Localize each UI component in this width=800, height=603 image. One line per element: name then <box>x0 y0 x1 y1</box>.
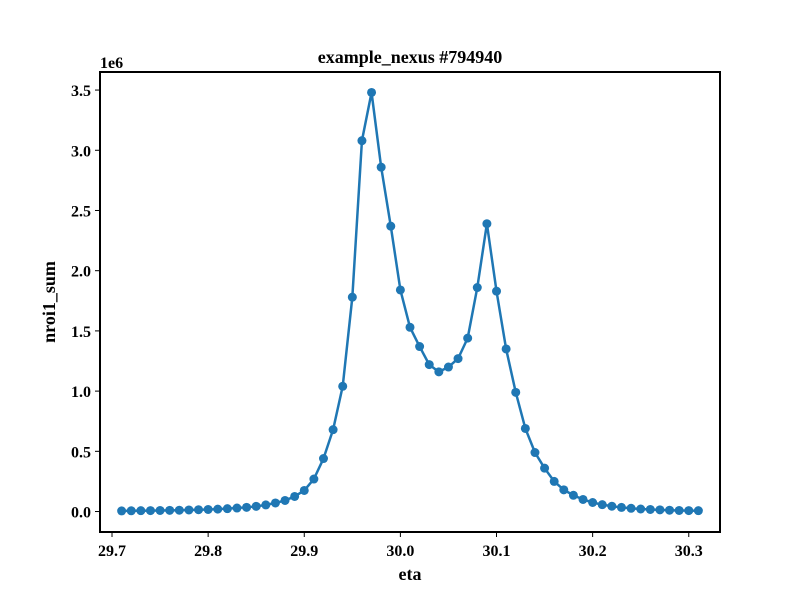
series-line <box>121 91 699 513</box>
data-point <box>482 219 492 229</box>
data-point <box>463 333 473 343</box>
data-point <box>155 505 165 515</box>
data-point <box>136 506 146 516</box>
x-tick-label: 30.2 <box>579 543 607 560</box>
data-point <box>415 342 425 352</box>
data-point <box>540 463 550 473</box>
x-tick-label: 30.0 <box>386 543 414 560</box>
data-point <box>338 381 348 391</box>
data-point <box>530 448 540 458</box>
data-point <box>232 503 242 513</box>
data-point <box>126 506 136 516</box>
data-point <box>280 495 290 505</box>
x-tick-label: 30.1 <box>483 543 511 560</box>
data-point <box>655 505 665 515</box>
data-point <box>597 500 607 510</box>
x-tick-label: 29.9 <box>290 543 318 560</box>
data-point <box>261 500 271 510</box>
data-point <box>318 454 328 464</box>
data-point <box>520 423 530 433</box>
data-point <box>636 504 646 514</box>
data-point <box>165 505 175 515</box>
data-point <box>626 503 636 513</box>
y-tick-label: 3.5 <box>71 83 91 100</box>
y-tick-label: 1.5 <box>71 324 91 341</box>
chart-title: example_nexus #794940 <box>318 47 503 67</box>
data-point <box>674 505 684 515</box>
data-point <box>588 497 598 507</box>
data-point <box>472 283 482 293</box>
data-point <box>443 362 453 372</box>
data-point <box>693 506 703 516</box>
y-tick-label: 2.5 <box>71 203 91 220</box>
data-point <box>367 87 377 97</box>
data-point <box>145 506 155 516</box>
data-point <box>492 286 502 296</box>
data-point <box>242 502 252 512</box>
y-tick-label: 0.0 <box>71 505 91 522</box>
x-tick-label: 29.7 <box>98 543 126 560</box>
x-tick-label: 30.3 <box>675 543 703 560</box>
data-point <box>270 498 280 508</box>
data-point <box>376 162 386 172</box>
series-layer <box>117 87 703 516</box>
y-tick-label: 1.0 <box>71 384 91 401</box>
data-point <box>616 502 626 512</box>
y-axis-offset-text: 1e6 <box>100 55 123 72</box>
data-point <box>213 504 223 514</box>
data-point <box>357 136 367 146</box>
data-point <box>251 501 261 511</box>
data-point <box>328 425 338 435</box>
data-point <box>222 504 232 514</box>
data-point <box>684 506 694 516</box>
data-point <box>405 322 415 332</box>
data-point <box>607 501 617 511</box>
ticks-layer: 29.7 29.8 29.9 30.0 30.1 30.2 30.3 0.0 0.5 1.0 1.5… <box>71 83 703 560</box>
data-point <box>117 506 127 516</box>
x-tick-label: 29.8 <box>194 543 222 560</box>
data-point <box>434 367 444 377</box>
y-axis-label: nroi1_sum <box>39 261 59 343</box>
data-point <box>174 505 184 515</box>
data-point <box>645 504 655 514</box>
data-point <box>290 491 300 501</box>
y-tick-label: 3.0 <box>71 143 91 160</box>
data-point <box>299 485 309 495</box>
data-point <box>184 505 194 515</box>
x-axis-label: eta <box>399 564 422 584</box>
data-point <box>549 476 559 486</box>
data-point <box>568 490 578 500</box>
data-point <box>386 221 396 231</box>
data-point <box>665 505 675 515</box>
y-tick-label: 0.5 <box>71 444 91 461</box>
data-point <box>194 505 204 515</box>
data-point <box>559 485 569 495</box>
data-point <box>347 292 357 302</box>
data-point <box>578 494 588 504</box>
data-point <box>424 360 434 370</box>
data-point <box>511 387 521 397</box>
data-point <box>501 344 511 354</box>
data-point <box>309 474 319 484</box>
y-tick-label: 2.0 <box>71 264 91 281</box>
data-point <box>453 354 463 364</box>
plot-area-frame <box>99 71 721 533</box>
data-point <box>203 504 213 514</box>
data-point <box>395 285 405 295</box>
